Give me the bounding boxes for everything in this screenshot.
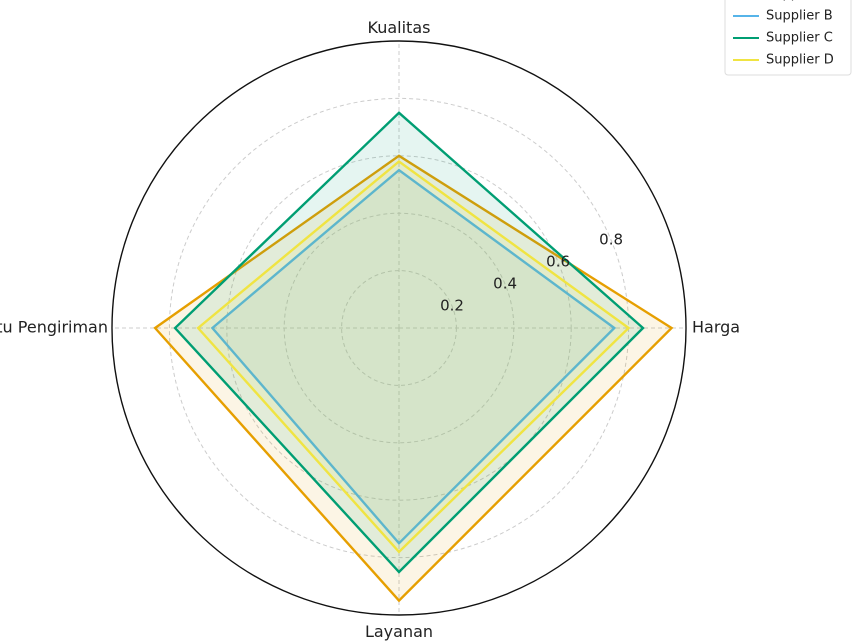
- radial-tick-label: 0.6: [546, 253, 570, 271]
- legend: Supplier A Supplier B Supplier C Supplier D: [724, 0, 852, 76]
- outer-circle: [111, 40, 687, 616]
- grid-circle-2: [226, 155, 572, 501]
- radial-tick-label: 0.2: [440, 297, 464, 315]
- axis-label: Layanan: [365, 622, 433, 641]
- radial-tick-label: 0.4: [493, 275, 517, 293]
- axis-label: Kualitas: [368, 18, 431, 37]
- legend-box: [724, 0, 852, 76]
- series-supplier-d: [196, 159, 631, 554]
- legend-label: Supplier A: [766, 0, 833, 2]
- legend-label: Supplier B: [766, 9, 833, 24]
- series-supplier-c: [173, 111, 645, 574]
- axis-label: Harga: [692, 318, 740, 337]
- legend-label: Supplier D: [766, 53, 834, 68]
- radial-tick-label: 0.8: [599, 231, 623, 249]
- axis-label: Waktu Pengiriman: [0, 318, 108, 337]
- radar-series: [153, 111, 674, 603]
- radar-labels: 0.2 0.4 0.6 0.8 Harga Kualitas Waktu Pengirima…: [0, 18, 740, 641]
- series-supplier-b: [210, 168, 617, 546]
- legend-label: Supplier C: [766, 31, 833, 46]
